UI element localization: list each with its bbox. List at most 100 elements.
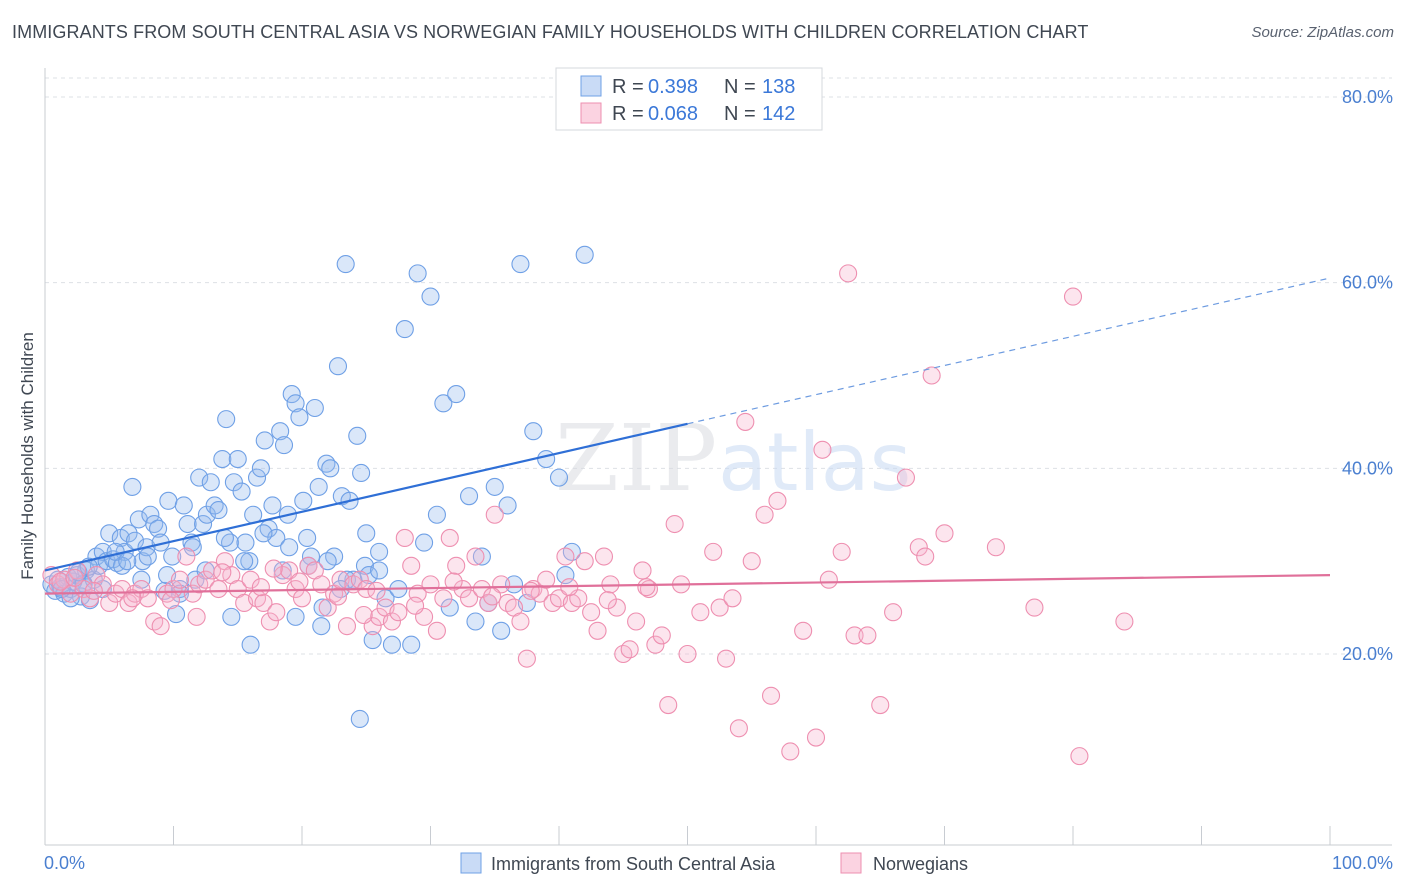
immigrants-point (201, 473, 220, 492)
immigrants-point (119, 524, 138, 543)
norwegians-point (986, 538, 1005, 557)
norwegians-point (196, 570, 215, 589)
norwegians-point (51, 572, 70, 591)
norwegians-point (598, 591, 617, 610)
immigrants-point (485, 477, 504, 496)
norwegians-point (665, 514, 684, 534)
immigrants-point (427, 505, 446, 524)
norwegians-point (537, 570, 556, 589)
norwegians-point (524, 579, 543, 599)
immigrants-point (492, 621, 511, 640)
immigrants-point (286, 394, 305, 413)
norwegians-point (290, 572, 309, 591)
norwegians-point (123, 589, 142, 608)
immigrants-point (138, 547, 157, 566)
series-immigrants-points (42, 245, 594, 729)
norwegians-point (646, 635, 665, 654)
norwegians-point (543, 593, 562, 612)
norwegians-point (813, 440, 832, 459)
norwegians-point (84, 581, 103, 600)
legend-r-label: R = (612, 103, 644, 125)
norwegians-point (742, 552, 761, 571)
immigrants-point (318, 552, 337, 571)
norwegians-point (485, 505, 504, 524)
norwegians-point (444, 572, 463, 591)
norwegians-point (466, 547, 485, 566)
chart-title: IMMIGRANTS FROM SOUTH CENTRAL ASIA VS NO… (12, 22, 1089, 42)
norwegians-point (170, 570, 189, 589)
immigrants-point (190, 468, 209, 487)
immigrants-point (213, 449, 232, 469)
immigrants-point (440, 598, 459, 617)
immigrants-point (370, 542, 389, 561)
watermark-zip: ZIP (555, 405, 717, 512)
immigrants-point (328, 357, 348, 376)
norwegians-point (819, 570, 838, 589)
immigrants-point (421, 287, 440, 306)
norwegians-point (280, 561, 299, 580)
immigrants-point (232, 482, 251, 501)
immigrants-point (575, 245, 594, 264)
norwegians-point (459, 589, 479, 608)
immigrants-point (240, 552, 259, 571)
immigrants-point (273, 561, 292, 580)
y-tick-label: 20.0% (1342, 644, 1393, 664)
norwegians-point (447, 556, 466, 575)
y-tick-label: 40.0% (1342, 458, 1393, 478)
immigrants-point (235, 552, 254, 571)
norwegians-point (164, 579, 183, 599)
x-tick-marks (44, 826, 1331, 845)
bottom-legend-label-pink: Norwegians (873, 854, 968, 874)
norwegians-point (794, 621, 813, 640)
immigrants-trend-line (44, 422, 688, 572)
norwegians-point (768, 491, 787, 510)
norwegians-point (1115, 612, 1134, 631)
norwegians-point (620, 640, 639, 659)
immigrants-point (556, 566, 575, 585)
immigrants-point (224, 473, 243, 492)
norwegians-point (260, 612, 279, 631)
norwegians-point (922, 366, 941, 385)
legend-box: R = 0.398 N = 138 R = 0.068 N = 142 (555, 67, 823, 131)
immigrants-point (350, 709, 369, 729)
immigrants-point (336, 255, 355, 274)
bottom-legend-swatch-blue (460, 852, 482, 874)
legend-r-label: R = (612, 76, 644, 98)
source-label: Source: ZipAtlas.com (1251, 24, 1394, 41)
norwegians-point (382, 612, 402, 631)
norwegians-point (588, 621, 607, 640)
norwegians-point (916, 547, 935, 566)
norwegians-point (498, 593, 517, 612)
immigrants-point (163, 547, 182, 566)
norwegians-point (273, 566, 292, 585)
norwegians-point (582, 603, 601, 622)
immigrants-point (241, 635, 260, 654)
immigrants-point (447, 385, 466, 404)
immigrants-point (255, 431, 274, 450)
norwegians-point (710, 598, 729, 617)
immigrants-trend-extension (687, 277, 1331, 425)
norwegians-point (659, 696, 678, 715)
norwegians-point (575, 552, 594, 571)
norwegians-point (354, 605, 373, 625)
norwegians-point (328, 587, 348, 606)
immigrants-point (183, 538, 202, 557)
norwegians-point (209, 579, 228, 599)
norwegians-point (637, 578, 656, 597)
immigrants-point (355, 556, 375, 575)
norwegians-point (213, 563, 232, 582)
norwegians-point (871, 696, 890, 715)
norwegians-point (704, 542, 723, 561)
immigrants-point (382, 635, 402, 654)
norwegians-point (292, 589, 312, 608)
norwegians-point (453, 579, 472, 599)
norwegians-point (190, 575, 209, 594)
norwegians-point (87, 566, 106, 585)
norwegians-point (1063, 287, 1083, 306)
immigrants-point (415, 533, 434, 552)
immigrants-point (159, 491, 178, 510)
immigrants-point (309, 477, 328, 496)
norwegians-point (151, 617, 170, 636)
bottom-legend: Immigrants from South Central Asia Norwe… (460, 852, 968, 874)
immigrants-point (395, 320, 414, 339)
